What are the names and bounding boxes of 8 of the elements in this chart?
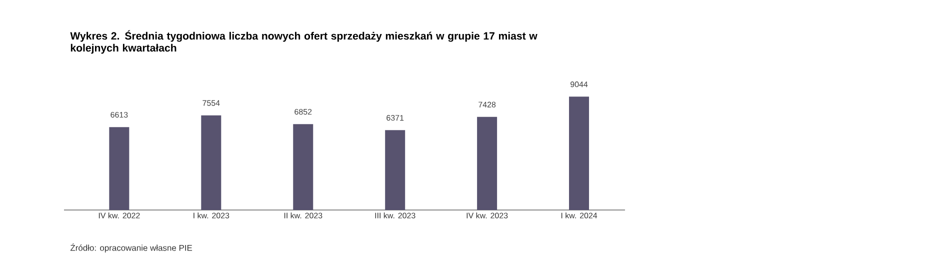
bar xyxy=(293,124,314,210)
bar xyxy=(477,116,498,210)
bar xyxy=(109,127,130,210)
chart-title: Wykres 2. Średnia tygodniowa liczba nowych ofert sprzedaży mieszkań w grupie 17 miast w kolejnych kwartałach xyxy=(70,30,538,54)
bar xyxy=(569,96,590,210)
bar xyxy=(201,115,222,210)
text: Źródło: opracowanie własne PIE xyxy=(70,243,192,253)
bar xyxy=(385,130,406,210)
